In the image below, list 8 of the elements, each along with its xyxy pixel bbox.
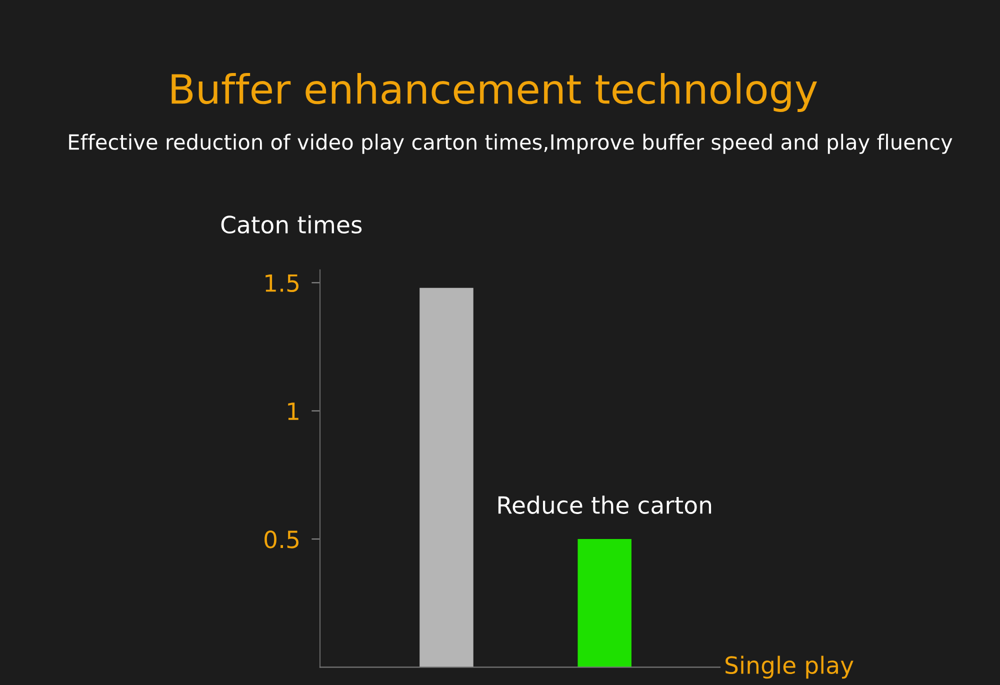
y-axis-title: Caton times — [221, 215, 362, 234]
chart-subtitle: Effective reduction of video play carton times,Improve buffer speed and play fluency — [69, 134, 952, 154]
y-tick-label: 1 — [288, 402, 298, 420]
annotation: Reduce the carton — [498, 496, 712, 514]
chart-title: Buffer enhancement technology — [172, 72, 818, 112]
y-tick-label: 0.5 — [264, 530, 298, 548]
x-axis-title: Single play — [726, 656, 854, 679]
y-tick-label: 1.5 — [266, 274, 298, 292]
